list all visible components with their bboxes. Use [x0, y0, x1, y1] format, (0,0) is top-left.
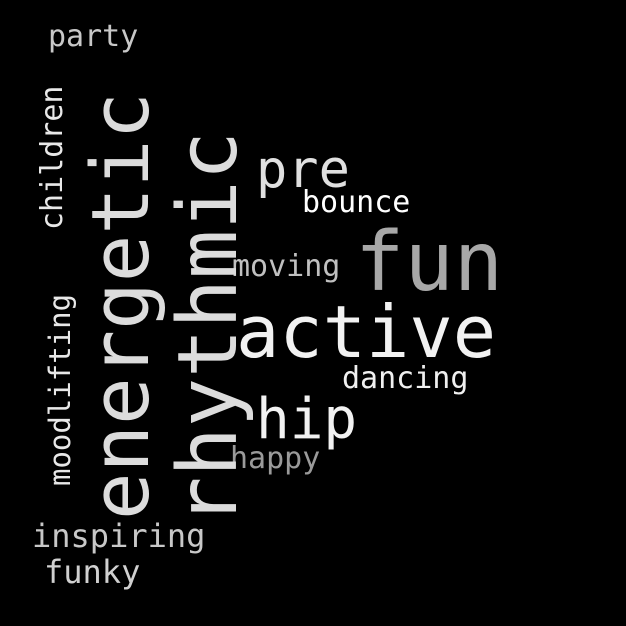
word-children: children [35, 85, 70, 231]
word-moodlifting: moodlifting [43, 293, 77, 486]
word-fun: fun [355, 215, 504, 310]
word-hip: hip [256, 387, 358, 452]
word-happy: happy [230, 441, 321, 476]
word-pre: pre [256, 140, 350, 200]
word-active: active [236, 290, 497, 374]
word-bounce: bounce [302, 185, 411, 220]
word-dancing: dancing [342, 361, 469, 396]
word-moving: moving [232, 249, 341, 284]
word-funky: funky [44, 553, 141, 591]
word-energetic: energetic [75, 91, 167, 520]
word-rhythmic: rhythmic [161, 131, 256, 526]
word-inspiring: inspiring [32, 517, 206, 555]
word-party: party [48, 19, 139, 54]
